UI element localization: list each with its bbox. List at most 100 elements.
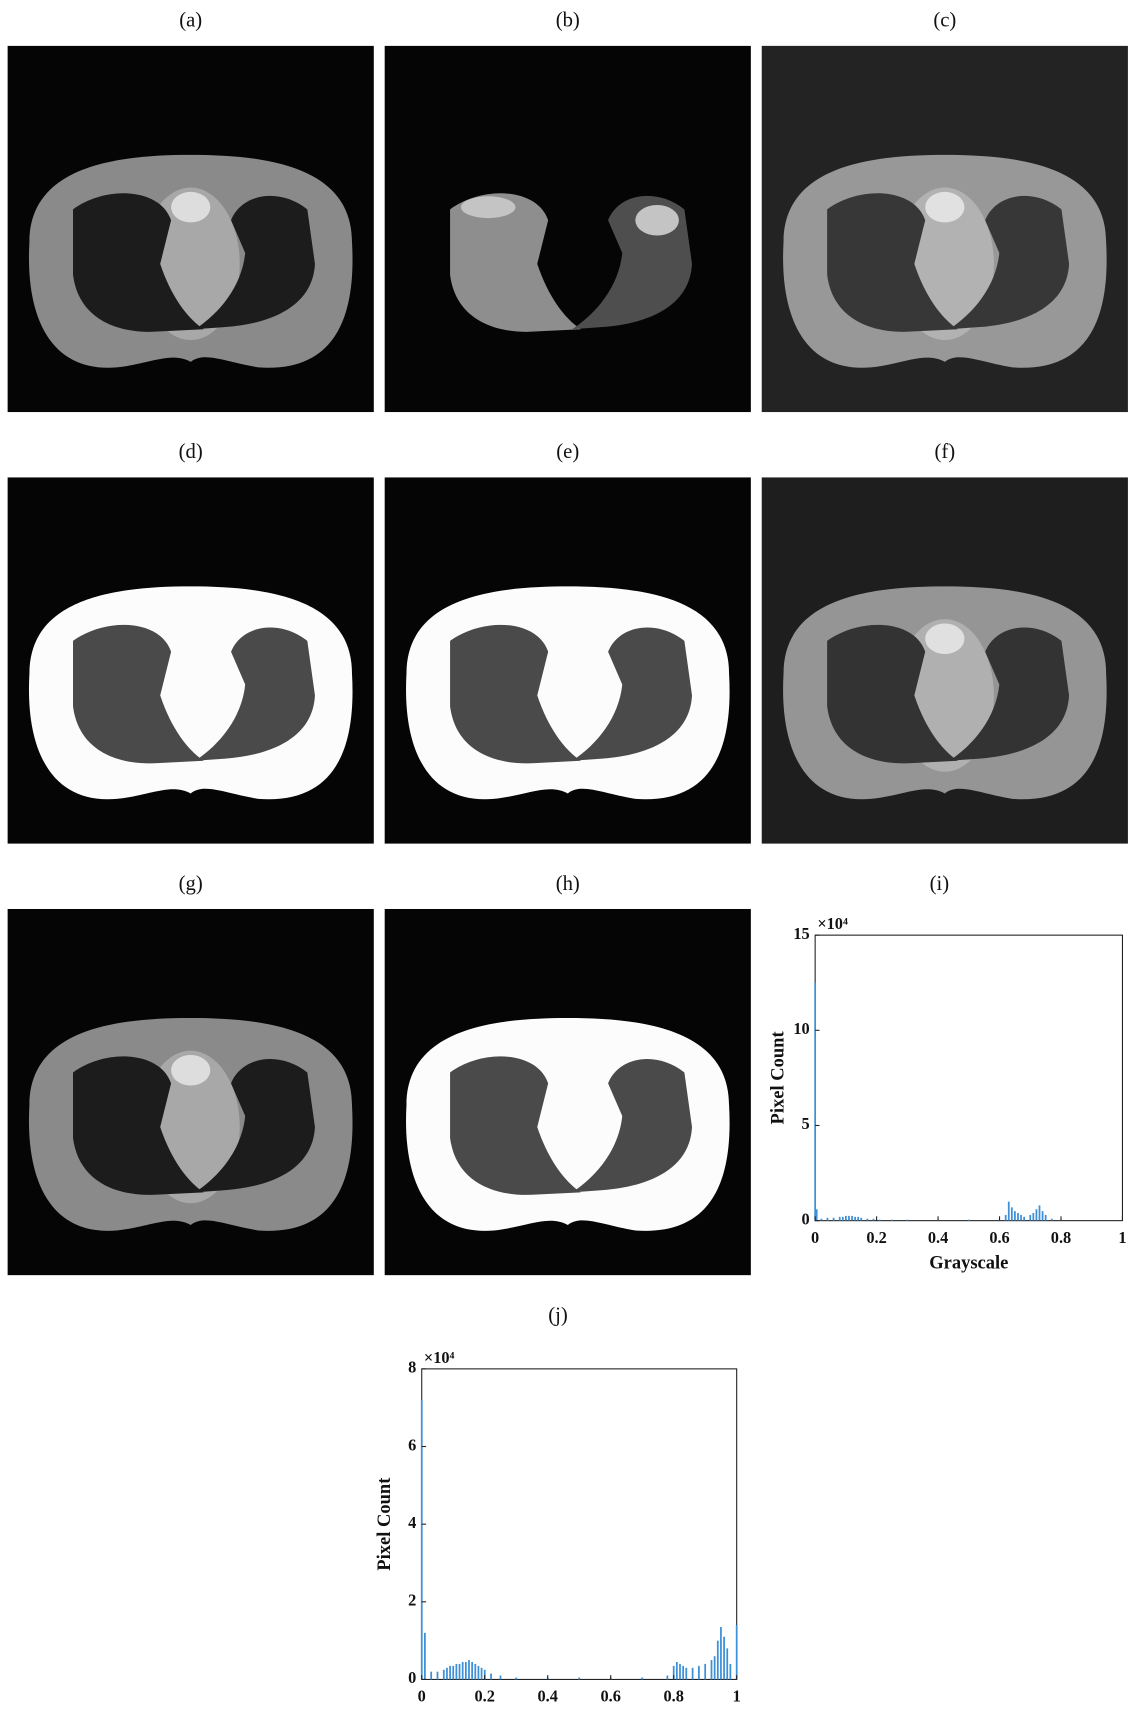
y-tick-label: 8 xyxy=(408,1358,416,1377)
panel-label: (a) xyxy=(179,10,202,32)
plot-area xyxy=(815,935,1122,1221)
ct-image xyxy=(385,909,751,1275)
bar xyxy=(1051,1219,1053,1221)
ct-image xyxy=(385,477,751,843)
y-tick-label: 6 xyxy=(408,1435,416,1454)
bar xyxy=(1011,1207,1013,1220)
bar xyxy=(578,1678,580,1680)
ct-image xyxy=(762,477,1128,843)
panel-label: (g) xyxy=(179,873,203,895)
x-tick-label: 0.8 xyxy=(1051,1228,1071,1247)
bar xyxy=(860,1218,862,1221)
bar xyxy=(1005,1215,1007,1221)
panel-label: (j) xyxy=(548,1304,568,1326)
bar xyxy=(437,1672,439,1680)
bar xyxy=(1032,1213,1034,1221)
bar xyxy=(867,1219,869,1221)
bar xyxy=(1029,1215,1031,1221)
bar xyxy=(1039,1205,1041,1220)
panel-label: (f) xyxy=(934,441,955,463)
bar xyxy=(714,1656,716,1679)
bar xyxy=(468,1660,470,1679)
bar xyxy=(736,1625,738,1679)
bar xyxy=(816,1209,818,1220)
bar xyxy=(1008,1202,1010,1221)
y-tick-label: 0 xyxy=(802,1209,810,1228)
bar xyxy=(474,1664,476,1680)
bar xyxy=(730,1664,732,1680)
bar xyxy=(462,1662,464,1679)
panel-label: (h) xyxy=(556,873,580,895)
bar xyxy=(449,1666,451,1680)
bar xyxy=(500,1676,502,1680)
bar xyxy=(845,1216,847,1221)
bar xyxy=(1042,1211,1044,1221)
bar xyxy=(839,1217,841,1221)
x-tick-label: 0.6 xyxy=(989,1228,1009,1247)
bar xyxy=(430,1672,432,1680)
x-tick-label: 0.2 xyxy=(475,1687,495,1706)
bar xyxy=(421,1400,423,1680)
bar xyxy=(851,1216,853,1221)
panel-label: (e) xyxy=(556,441,579,463)
bar xyxy=(676,1662,678,1679)
bar xyxy=(833,1218,835,1221)
bar xyxy=(490,1674,492,1680)
bar xyxy=(1023,1217,1025,1221)
x-tick-label: 0 xyxy=(811,1228,819,1247)
y-multiplier: ×10⁴ xyxy=(817,914,848,933)
bar xyxy=(873,1219,875,1221)
plot-area xyxy=(422,1369,737,1680)
x-tick-label: 0 xyxy=(418,1687,426,1706)
bar xyxy=(820,1219,822,1221)
ct-image xyxy=(8,46,374,412)
bar xyxy=(459,1664,461,1680)
x-tick-label: 0.8 xyxy=(663,1687,683,1706)
bar xyxy=(848,1216,850,1221)
y-axis-label: Pixel Count xyxy=(374,1477,395,1571)
bar xyxy=(443,1670,445,1680)
x-axis-label: Grayscale xyxy=(929,1253,1008,1274)
x-tick-label: 0.2 xyxy=(866,1228,886,1247)
bar xyxy=(641,1678,643,1680)
x-tick-label: 0.4 xyxy=(538,1687,558,1706)
panel-label: (c) xyxy=(933,10,956,32)
bar xyxy=(465,1662,467,1679)
ct-image xyxy=(8,477,374,843)
bar xyxy=(720,1627,722,1679)
x-tick-label: 1 xyxy=(733,1687,741,1706)
bar xyxy=(704,1664,706,1680)
ct-image xyxy=(762,46,1128,412)
bar xyxy=(842,1217,844,1221)
bar xyxy=(1045,1215,1047,1221)
ct-image xyxy=(8,909,374,1275)
panel-label: (b) xyxy=(556,10,580,32)
y-axis-label: Pixel Count xyxy=(767,1031,788,1125)
bar xyxy=(1014,1211,1016,1221)
y-tick-label: 4 xyxy=(408,1513,416,1532)
y-tick-label: 0 xyxy=(408,1668,416,1687)
y-multiplier: ×10⁴ xyxy=(424,1348,455,1367)
bar xyxy=(471,1662,473,1679)
bar xyxy=(452,1666,454,1680)
bar xyxy=(854,1217,856,1221)
bar xyxy=(424,1633,426,1680)
y-tick-label: 5 xyxy=(802,1114,810,1133)
bar xyxy=(723,1637,725,1680)
y-tick-label: 2 xyxy=(408,1591,416,1610)
bar xyxy=(814,983,816,1221)
bar xyxy=(481,1668,483,1680)
bar xyxy=(1017,1213,1019,1221)
x-tick-label: 0.4 xyxy=(928,1228,948,1247)
x-tick-label: 1 xyxy=(1118,1228,1126,1247)
bar xyxy=(717,1641,719,1680)
bar xyxy=(478,1666,480,1680)
bar xyxy=(515,1678,517,1680)
bar xyxy=(726,1648,728,1679)
panel-label: (d) xyxy=(179,441,203,463)
segmentation-image xyxy=(385,46,751,412)
y-tick-label: 15 xyxy=(793,924,809,943)
y-tick-label: 10 xyxy=(793,1019,809,1038)
bar xyxy=(679,1664,681,1680)
bar xyxy=(456,1664,458,1680)
